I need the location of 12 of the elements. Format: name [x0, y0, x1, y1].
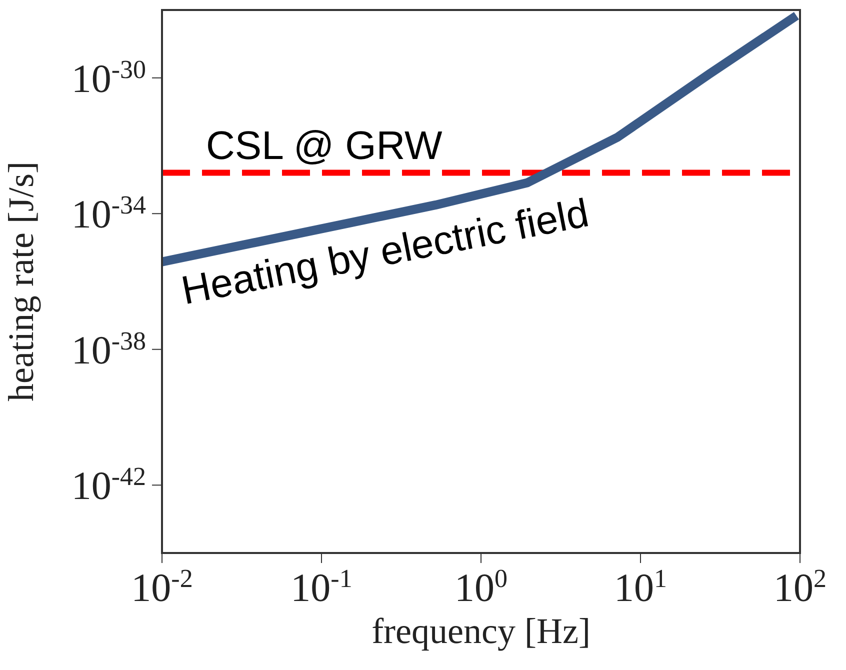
x-tick-label: 10$^{0}$ [454, 564, 508, 610]
y-tick-label: 10$^{-30}$ [71, 54, 146, 101]
annotation: Heating by electric field [178, 191, 593, 314]
y-tick-label: 10$^{-34}$ [71, 190, 146, 237]
x-axis-title: frequency [Hz] [372, 611, 590, 651]
y-tick-label: 10$^{-42}$ [71, 462, 146, 508]
x-tick-label: 10$^{-1}$ [290, 564, 352, 610]
y-tick-label: 10$^{-38}$ [71, 326, 146, 372]
x-tick-label: 10$^{-2}$ [131, 564, 193, 610]
ref-line-label: CSL @ GRW [206, 124, 442, 168]
x-tick-label: 10$^{1}$ [614, 564, 667, 610]
x-tick-label: 10$^{2}$ [774, 564, 826, 610]
